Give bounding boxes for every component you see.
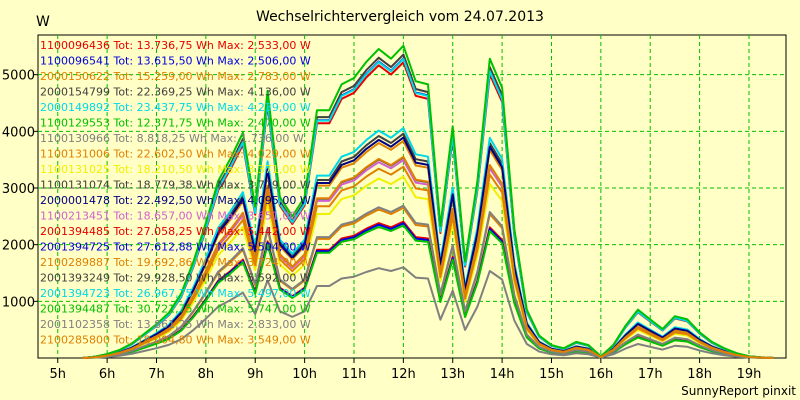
x-tick-label: 7h <box>148 367 165 382</box>
y-axis-label: W <box>36 14 50 30</box>
legend-entry-1: 1100096436 Tot: 13.736,75 Wh Max: 2.533,… <box>40 39 311 52</box>
x-tick-label: 12h <box>391 367 416 382</box>
legend-entry-20: 2100285800 Tot: 18.004,80 Wh Max: 3.549,… <box>40 334 311 347</box>
plot-area <box>37 34 787 359</box>
legend-entry-9: 1100131025 Tot: 18.210,50 Wh Max: 3.371,… <box>40 163 311 176</box>
legend-entry-4: 2000154799 Tot: 22.369,25 Wh Max: 4.136,… <box>40 86 311 99</box>
y-tick-label: 1000 <box>2 295 35 310</box>
legend-entry-2: 1100096541 Tot: 13.615,50 Wh Max: 2.506,… <box>40 55 311 68</box>
x-tick-label: 15h <box>539 367 564 382</box>
series-line-7 <box>82 266 774 359</box>
legend-entry-18: 2001394487 Tot: 30.721,75 Wh Max: 5.747,… <box>40 303 311 316</box>
series-line-11 <box>82 136 774 359</box>
x-tick-label: 17h <box>638 367 663 382</box>
x-tick-label: 19h <box>737 367 762 382</box>
series-line-18 <box>82 44 774 359</box>
x-tick-label: 6h <box>99 367 116 382</box>
legend-entry-16: 2001393249 Tot: 29.928,50 Wh Max: 5.592,… <box>40 272 311 285</box>
legend-entry-10: 1100131074 Tot: 18.779,38 Wh Max: 3.719,… <box>40 179 311 192</box>
legend-entry-5: 2000149892 Tot: 23.437,75 Wh Max: 4.239,… <box>40 101 311 114</box>
legend-entry-15: 2100289887 Tot: 19.692,86 Wh Max: 3.724,… <box>40 256 311 269</box>
x-tick-label: 11h <box>342 367 367 382</box>
footer-credit: SunnyReport pinxit <box>681 384 796 398</box>
x-tick-label: 14h <box>490 367 515 382</box>
x-tick-label: 10h <box>292 367 317 382</box>
legend-entry-13: 2001394485 Tot: 27.058,25 Wh Max: 5.442,… <box>40 225 311 238</box>
legend-entry-19: 2001102358 Tot: 13.861,25 Wh Max: 2.833,… <box>40 318 311 331</box>
x-tick-label: 8h <box>198 367 215 382</box>
legend-entry-6: 1100129553 Tot: 12.371,75 Wh Max: 2.470,… <box>40 117 311 130</box>
y-tick-label: 4000 <box>2 125 35 140</box>
legend-entry-3: 2000150622 Tot: 15.259,00 Wh Max: 2.783,… <box>40 70 311 83</box>
x-tick-label: 9h <box>247 367 264 382</box>
legend-entry-12: 1100213451 Tot: 18.657,00 Wh Max: 3.651,… <box>40 210 311 223</box>
legend-entry-17: 2001394723 Tot: 26.967,75 Wh Max: 5.497,… <box>40 287 311 300</box>
chart-title: Wechselrichtervergleich vom 24.07.2013 <box>256 9 544 25</box>
legend-entry-8: 1100131006 Tot: 22.602,50 Wh Max: 4.029,… <box>40 148 311 161</box>
x-tick-label: 5h <box>49 367 66 382</box>
legend-entry-14: 2001394725 Tot: 27.612,88 Wh Max: 5.504,… <box>40 241 311 254</box>
legend-entry-7: 1100130966 Tot: 8.818,25 Wh Max: 1.736,0… <box>40 132 304 145</box>
series-line-6 <box>82 224 774 359</box>
x-tick-label: 18h <box>687 367 712 382</box>
y-tick-label: 5000 <box>2 69 35 84</box>
legend-entry-11: 2000001478 Tot: 22.492,50 Wh Max: 4.095,… <box>40 194 311 207</box>
series-line-17 <box>82 58 774 359</box>
y-tick-label: 2000 <box>2 239 35 254</box>
series-line-19 <box>82 204 774 359</box>
x-tick-label: 16h <box>588 367 613 382</box>
y-tick-label: 3000 <box>2 182 35 197</box>
series-line-20 <box>82 165 774 359</box>
x-tick-label: 13h <box>440 367 465 382</box>
